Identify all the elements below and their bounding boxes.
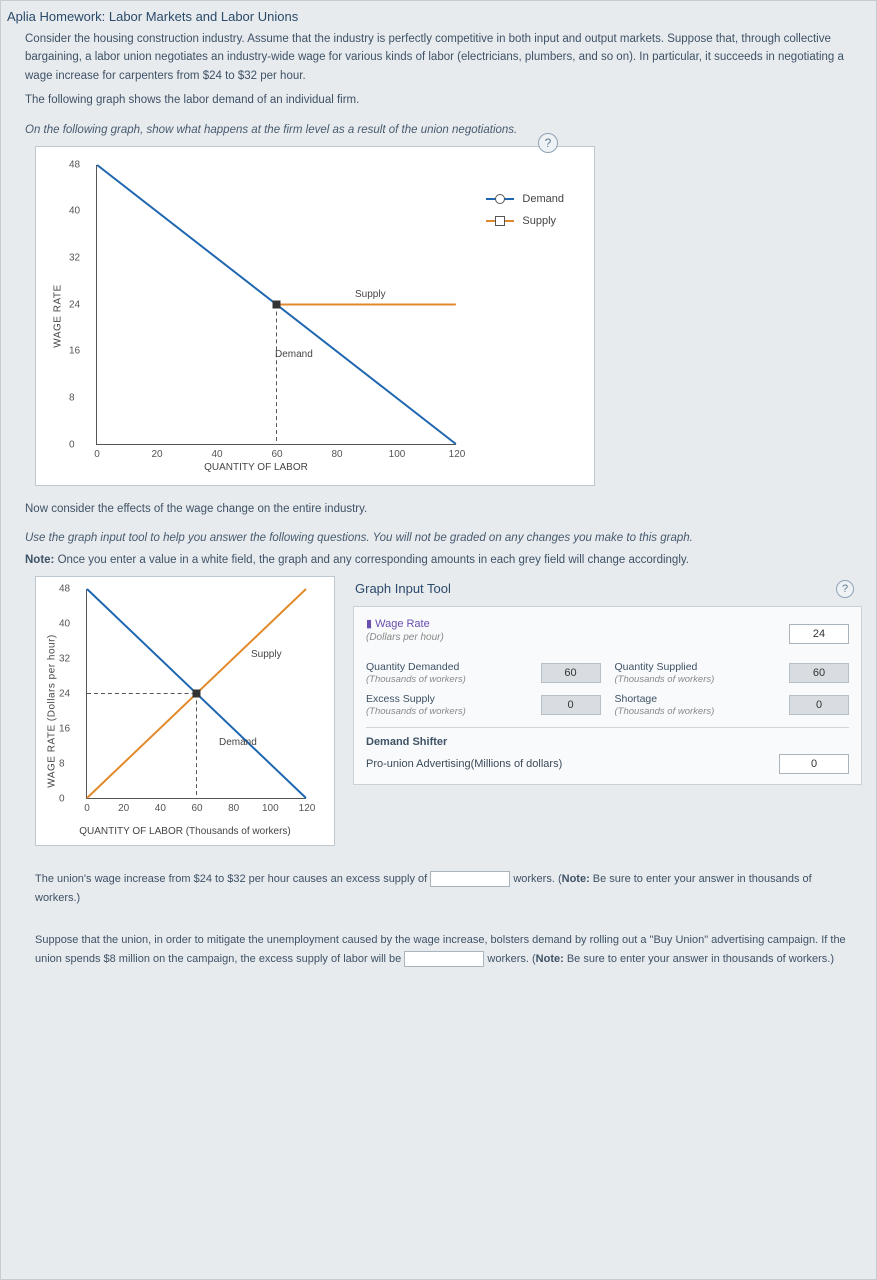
instruction-1: On the following graph, show what happen… (25, 124, 862, 136)
question-2: Suppose that the union, in order to miti… (35, 931, 852, 968)
legend-supply-label: Supply (522, 215, 556, 227)
chart1-ylabel: WAGE RATE (53, 284, 64, 347)
wage-rate-label: ▮ Wage Rate (366, 617, 775, 630)
help-icon[interactable]: ? (538, 133, 558, 153)
wage-rate-row: ▮ Wage Rate (Dollars per hour) (366, 617, 849, 651)
chart2-plot[interactable]: Demand Supply 08162432404802040608010012… (86, 589, 306, 799)
chart2-supply-inline-label: Supply (251, 649, 282, 660)
chart1-svg (97, 165, 456, 444)
chart2-ylabel: WAGE RATE (Dollars per hour) (47, 634, 58, 787)
intro-paragraph-1: Consider the housing construction indust… (25, 30, 862, 85)
qd-label: Quantity Demanded(Thousands of workers) (366, 661, 527, 685)
wage-rate-sub: (Dollars per hour) (366, 632, 775, 643)
chart1-supply-inline-label: Supply (355, 289, 386, 300)
chart1-plot[interactable]: Demand Supply 08162432404802040608010012… (96, 165, 456, 445)
industry-graph[interactable]: WAGE RATE (Dollars per hour) QUANTITY OF… (35, 576, 335, 846)
sh-label: Shortage(Thousands of workers) (615, 693, 776, 717)
intro-paragraph-2: The following graph shows the labor dema… (25, 91, 862, 109)
chart1-xlabel: QUANTITY OF LABOR (204, 462, 308, 473)
sh-value: 0 (789, 695, 849, 715)
mid-paragraph: Now consider the effects of the wage cha… (25, 500, 862, 518)
note-2: Note: Once you enter a value in a white … (25, 554, 862, 566)
qs-label: Quantity Supplied(Thousands of workers) (615, 661, 776, 685)
instruction-2: Use the graph input tool to help you ans… (25, 532, 862, 544)
chart2-svg (87, 589, 306, 798)
homework-page: Aplia Homework: Labor Markets and Labor … (0, 0, 877, 1280)
industry-row: WAGE RATE (Dollars per hour) QUANTITY OF… (35, 576, 862, 846)
tool-title: Graph Input Tool (355, 581, 451, 596)
adv-label: Pro-union Advertising(Millions of dollar… (366, 758, 765, 770)
tool-card: ▮ Wage Rate (Dollars per hour) Quantity … (353, 606, 862, 785)
legend-demand-swatch (486, 198, 514, 200)
chart1-legend: Demand Supply (486, 183, 564, 237)
legend-demand-label: Demand (522, 193, 564, 205)
q1-blank[interactable] (430, 871, 510, 887)
es-value: 0 (541, 695, 601, 715)
legend-demand[interactable]: Demand (486, 193, 564, 205)
quantities-grid: Quantity Demanded(Thousands of workers) … (366, 661, 849, 717)
tool-help-icon[interactable]: ? (836, 580, 854, 598)
demand-shifter-label: Demand Shifter (366, 736, 849, 748)
es-label: Excess Supply(Thousands of workers) (366, 693, 527, 717)
qs-value: 60 (789, 663, 849, 683)
chart1-demand-inline-label: Demand (275, 349, 313, 360)
chart2-xlabel: QUANTITY OF LABOR (Thousands of workers) (79, 826, 291, 837)
wage-rate-input[interactable] (789, 624, 849, 644)
legend-supply[interactable]: Supply (486, 215, 564, 227)
adv-input[interactable] (779, 754, 849, 774)
qd-value: 60 (541, 663, 601, 683)
page-title: Aplia Homework: Labor Markets and Labor … (7, 9, 862, 24)
chart2-demand-inline-label: Demand (219, 737, 257, 748)
q2-blank[interactable] (404, 951, 484, 967)
legend-supply-swatch (486, 220, 514, 222)
question-1: The union's wage increase from $24 to $3… (35, 870, 852, 907)
firm-graph[interactable]: ? WAGE RATE QUANTITY OF LABOR Demand Sup… (35, 146, 595, 486)
graph-input-tool: Graph Input Tool ? ▮ Wage Rate (Dollars … (353, 576, 862, 785)
